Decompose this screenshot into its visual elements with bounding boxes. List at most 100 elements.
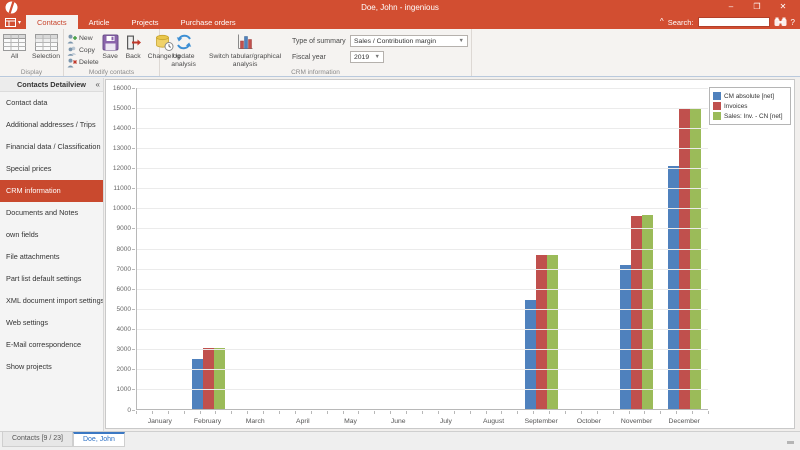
app-menu-icon bbox=[5, 18, 16, 27]
search-cluster: ^ Search: ? bbox=[660, 16, 795, 28]
ribbon-tab-contacts[interactable]: Contacts bbox=[26, 15, 78, 29]
ribbon-tab-article[interactable]: Article bbox=[88, 18, 110, 27]
ribbon-tab-projects[interactable]: Projects bbox=[131, 18, 159, 27]
month-group-december bbox=[660, 88, 708, 409]
window-title: Doe, John - ingenious bbox=[361, 3, 439, 12]
update-analysis-button[interactable]: Update analysis bbox=[164, 31, 203, 69]
sidebar-item-own-fields[interactable]: own fields bbox=[6, 230, 39, 239]
sidebar-collapse-icon[interactable]: « bbox=[95, 80, 100, 89]
x-tick-label: July bbox=[439, 418, 452, 425]
collapse-ribbon-icon[interactable]: ^ bbox=[659, 17, 664, 26]
type-of-summary-field: Type of summary Sales / Contribution mar… bbox=[292, 35, 468, 47]
ribbon-tab-purchase-orders[interactable]: Purchase orders bbox=[180, 18, 236, 27]
title-bar: Doe, John - ingenious – ❐ ✕ bbox=[0, 0, 800, 15]
sidebar-item-additional-addresses-trips[interactable]: Additional addresses / Trips bbox=[6, 120, 96, 129]
fiscal-year-field: Fiscal year 2019 ▼ bbox=[292, 51, 468, 63]
ribbon-tabs: Contacts Article Projects Purchase orders bbox=[26, 15, 247, 29]
minimize-button[interactable]: – bbox=[728, 2, 734, 11]
month-group-february bbox=[185, 88, 233, 409]
table-selection-icon bbox=[34, 32, 58, 52]
search-input[interactable] bbox=[697, 17, 770, 27]
bar-february-cm-absolute-net- bbox=[191, 358, 203, 409]
sidebar-header: Contacts Detailview « bbox=[0, 78, 103, 92]
legend-color-chip bbox=[713, 92, 721, 100]
x-tick bbox=[469, 411, 471, 414]
y-tick bbox=[132, 369, 135, 371]
all-button[interactable]: All bbox=[1, 31, 28, 62]
bar-december-sales-inv-cn-net- bbox=[689, 108, 701, 409]
x-tick bbox=[294, 411, 296, 414]
legend-label: CM absolute [net] bbox=[724, 92, 775, 100]
sidebar-item-special-prices[interactable]: Special prices bbox=[6, 164, 52, 173]
x-axis-labels: January February March April May June July Augu… bbox=[136, 418, 708, 425]
ribbon-group-modify: New Copy Delete bbox=[64, 29, 181, 76]
sidebar-item-documents-and-notes[interactable]: Documents and Notes bbox=[6, 208, 79, 217]
y-tick-label: 14000 bbox=[112, 124, 131, 132]
x-tick bbox=[437, 411, 439, 414]
y-tick-label: 3000 bbox=[116, 346, 131, 354]
y-tick bbox=[132, 349, 135, 351]
resize-grip[interactable] bbox=[787, 441, 794, 444]
close-button[interactable]: ✕ bbox=[779, 2, 787, 11]
gridline bbox=[137, 208, 708, 210]
app-menu-button[interactable]: ▾ bbox=[0, 18, 26, 29]
bar-december-invoices bbox=[678, 108, 690, 409]
bottom-tab-contacts-9-23-[interactable]: Contacts [9 / 23] bbox=[2, 432, 73, 447]
sidebar-item-financial-data-classification[interactable]: Financial data / Classification bbox=[6, 142, 101, 151]
changelog-button[interactable]: Changelog bbox=[146, 31, 183, 62]
sidebar-item-e-mail-correspondence[interactable]: E-Mail correspondence bbox=[6, 340, 82, 349]
gridline bbox=[137, 88, 708, 89]
copy-button[interactable]: Copy bbox=[67, 45, 99, 56]
chevron-down-icon: ▾ bbox=[18, 20, 22, 26]
x-tick-label: April bbox=[296, 418, 310, 425]
switch-analysis-button[interactable]: Switch tabular/graphical analysis bbox=[205, 31, 285, 69]
help-button[interactable]: ? bbox=[790, 17, 795, 27]
delete-button[interactable]: Delete bbox=[67, 57, 99, 68]
x-tick-label: June bbox=[390, 418, 406, 425]
sidebar-item-web-settings[interactable]: Web settings bbox=[6, 318, 49, 327]
y-tick-label: 13000 bbox=[112, 144, 131, 152]
y-tick bbox=[132, 147, 135, 149]
x-tick bbox=[708, 411, 709, 414]
sidebar-item-crm-information[interactable]: CRM information bbox=[0, 180, 103, 202]
gridline bbox=[137, 108, 708, 110]
save-button[interactable]: Save bbox=[100, 31, 121, 62]
back-button[interactable]: Back bbox=[123, 31, 144, 62]
x-tick bbox=[660, 411, 662, 414]
x-tick bbox=[279, 411, 280, 414]
x-tick-label: May bbox=[344, 418, 357, 425]
x-tick bbox=[151, 411, 153, 414]
binoculars-icon[interactable] bbox=[774, 17, 787, 27]
x-tick bbox=[406, 411, 408, 414]
x-tick-label: January bbox=[147, 418, 172, 425]
crm-analysis-chart-panel: 0 1000 2000 3000 4000 5000 6000 7000 8000 9000 100… bbox=[105, 79, 795, 429]
bottom-tab-doe-john[interactable]: Doe, John bbox=[72, 432, 125, 447]
fiscal-year-label: Fiscal year bbox=[292, 53, 326, 61]
month-group-september bbox=[518, 88, 566, 409]
sidebar-contacts-detailview: Contacts Detailview « Contact data Additi… bbox=[0, 78, 104, 431]
sidebar-item-contact-data[interactable]: Contact data bbox=[6, 98, 48, 107]
type-of-summary-select[interactable]: Sales / Contribution margin ▼ bbox=[350, 35, 468, 47]
bar-december-cm-absolute-net- bbox=[667, 166, 679, 409]
gridline bbox=[137, 268, 708, 270]
legend-item: CM absolute [net] bbox=[713, 91, 787, 101]
x-tick-label: September bbox=[524, 418, 558, 425]
selection-button[interactable]: Selection bbox=[30, 31, 62, 62]
sidebar-item-show-projects[interactable]: Show projects bbox=[6, 362, 52, 371]
y-tick bbox=[132, 389, 135, 391]
new-button[interactable]: New bbox=[67, 33, 99, 44]
sidebar-item-part-list-default-settings[interactable]: Part list default settings bbox=[6, 274, 82, 283]
legend-label: Invoices bbox=[724, 102, 748, 110]
bar-november-sales-inv-cn-net- bbox=[642, 215, 654, 409]
maximize-button[interactable]: ❐ bbox=[753, 2, 761, 11]
x-tick bbox=[549, 411, 551, 414]
x-tick bbox=[422, 411, 423, 414]
x-tick bbox=[565, 411, 566, 414]
sidebar-item-file-attachments[interactable]: File attachments bbox=[6, 252, 60, 261]
gridline bbox=[137, 148, 708, 150]
sidebar-items: Contact data Additional addresses / Trips… bbox=[0, 92, 103, 378]
x-tick bbox=[136, 411, 137, 414]
fiscal-year-select[interactable]: 2019 ▼ bbox=[350, 51, 384, 63]
bar-february-invoices bbox=[202, 347, 214, 409]
sidebar-item-xml-document-import-settings[interactable]: XML document import settings bbox=[6, 296, 103, 305]
